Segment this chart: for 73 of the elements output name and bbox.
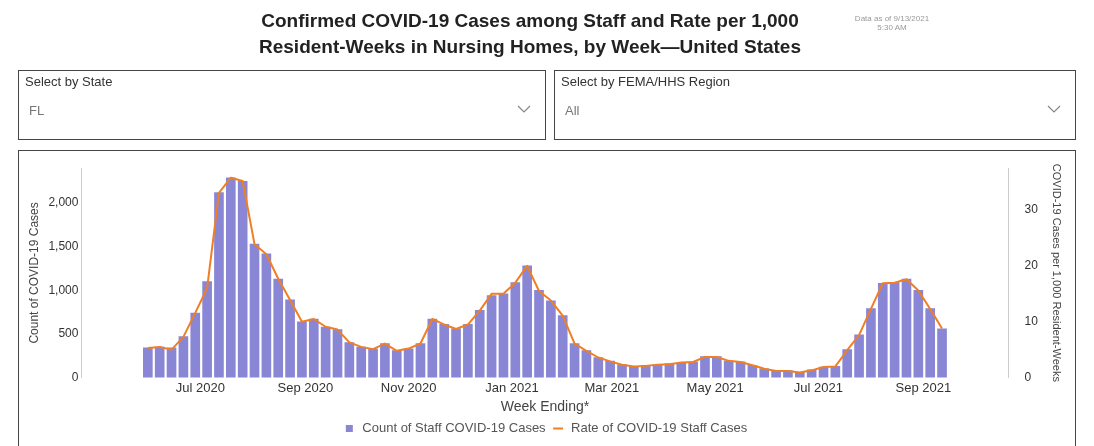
x-tick-label: Mar 2021 (584, 379, 640, 395)
bar (320, 326, 331, 378)
bar (866, 308, 876, 378)
y2-tick-label: 10 (1024, 314, 1039, 329)
bar (842, 349, 853, 378)
text: FL (29, 103, 45, 118)
bar (557, 315, 568, 378)
legend-label: Rate of COVID-19 Staff Cases (571, 420, 748, 436)
bar (154, 346, 165, 378)
bar (368, 348, 378, 378)
y-tick-label: 2,000 (48, 195, 79, 210)
bar (202, 281, 212, 378)
chart-title: Confirmed COVID-19 Cases among Staff and Rate per 1,000 Resident-Weeks in Nursing Homes, by Week—United States (258, 9, 802, 59)
y-tick-label: 0 (71, 369, 79, 384)
text: Data as of 9/13/2021 5:30 AM (853, 14, 931, 32)
x-tick-label: Nov 2020 (380, 379, 437, 395)
bar (237, 180, 248, 378)
y-axis-title: Count of COVID-19 Cases (26, 202, 41, 344)
bar (534, 290, 544, 378)
bar (913, 290, 924, 378)
y2-axis-title: COVID-19 Cases per 1,000 Resident-Weeks (1051, 163, 1064, 383)
bar (143, 347, 153, 378)
bar (261, 253, 272, 378)
bar (510, 282, 521, 378)
bar (297, 321, 307, 378)
y2-tick-label: 0 (1024, 369, 1032, 384)
bar (249, 243, 260, 378)
bar (451, 328, 461, 378)
bar (522, 265, 532, 378)
bar (308, 318, 319, 378)
bar (889, 282, 900, 378)
legend-label: Count of Staff COVID-19 Cases (362, 420, 547, 436)
bar (605, 360, 615, 378)
bar (700, 356, 710, 378)
bar (593, 357, 604, 378)
x-tick-label: Jul 2021 (793, 379, 844, 395)
x-tick-label: May 2021 (686, 379, 744, 395)
bar (225, 177, 236, 378)
text: Select by FEMA/HHS Region (561, 74, 731, 89)
text: All (565, 103, 580, 118)
bar (498, 293, 509, 378)
x-axis-title: Week Ending* (500, 398, 590, 415)
bar (285, 299, 295, 378)
bar (854, 334, 864, 378)
bar (190, 312, 201, 378)
bar (427, 318, 438, 378)
bar (877, 283, 888, 378)
bar (546, 300, 556, 378)
x-tick-label: Sep 2021 (895, 379, 952, 395)
y-tick-label: 500 (58, 326, 79, 341)
bar (486, 295, 497, 378)
y-tick-label: 1,500 (48, 239, 79, 254)
bar (463, 324, 473, 378)
bar (925, 308, 936, 378)
text: Select by State (25, 74, 113, 89)
y2-tick-label: 20 (1024, 258, 1039, 273)
bar (901, 278, 912, 378)
bar (439, 324, 450, 378)
bar (214, 192, 224, 378)
x-tick-label: Jan 2021 (485, 379, 539, 395)
bar (937, 328, 947, 378)
bar (391, 350, 402, 378)
bar (273, 278, 284, 378)
bar (474, 310, 485, 378)
y2-tick-label: 30 (1024, 202, 1039, 217)
bar (723, 360, 734, 378)
x-tick-label: Sep 2020 (277, 379, 334, 395)
y-tick-label: 1,000 (48, 282, 79, 297)
bar (380, 343, 390, 378)
x-tick-label: Jul 2020 (175, 379, 225, 395)
bar (711, 356, 722, 378)
bar (356, 346, 367, 378)
bar (688, 361, 698, 378)
